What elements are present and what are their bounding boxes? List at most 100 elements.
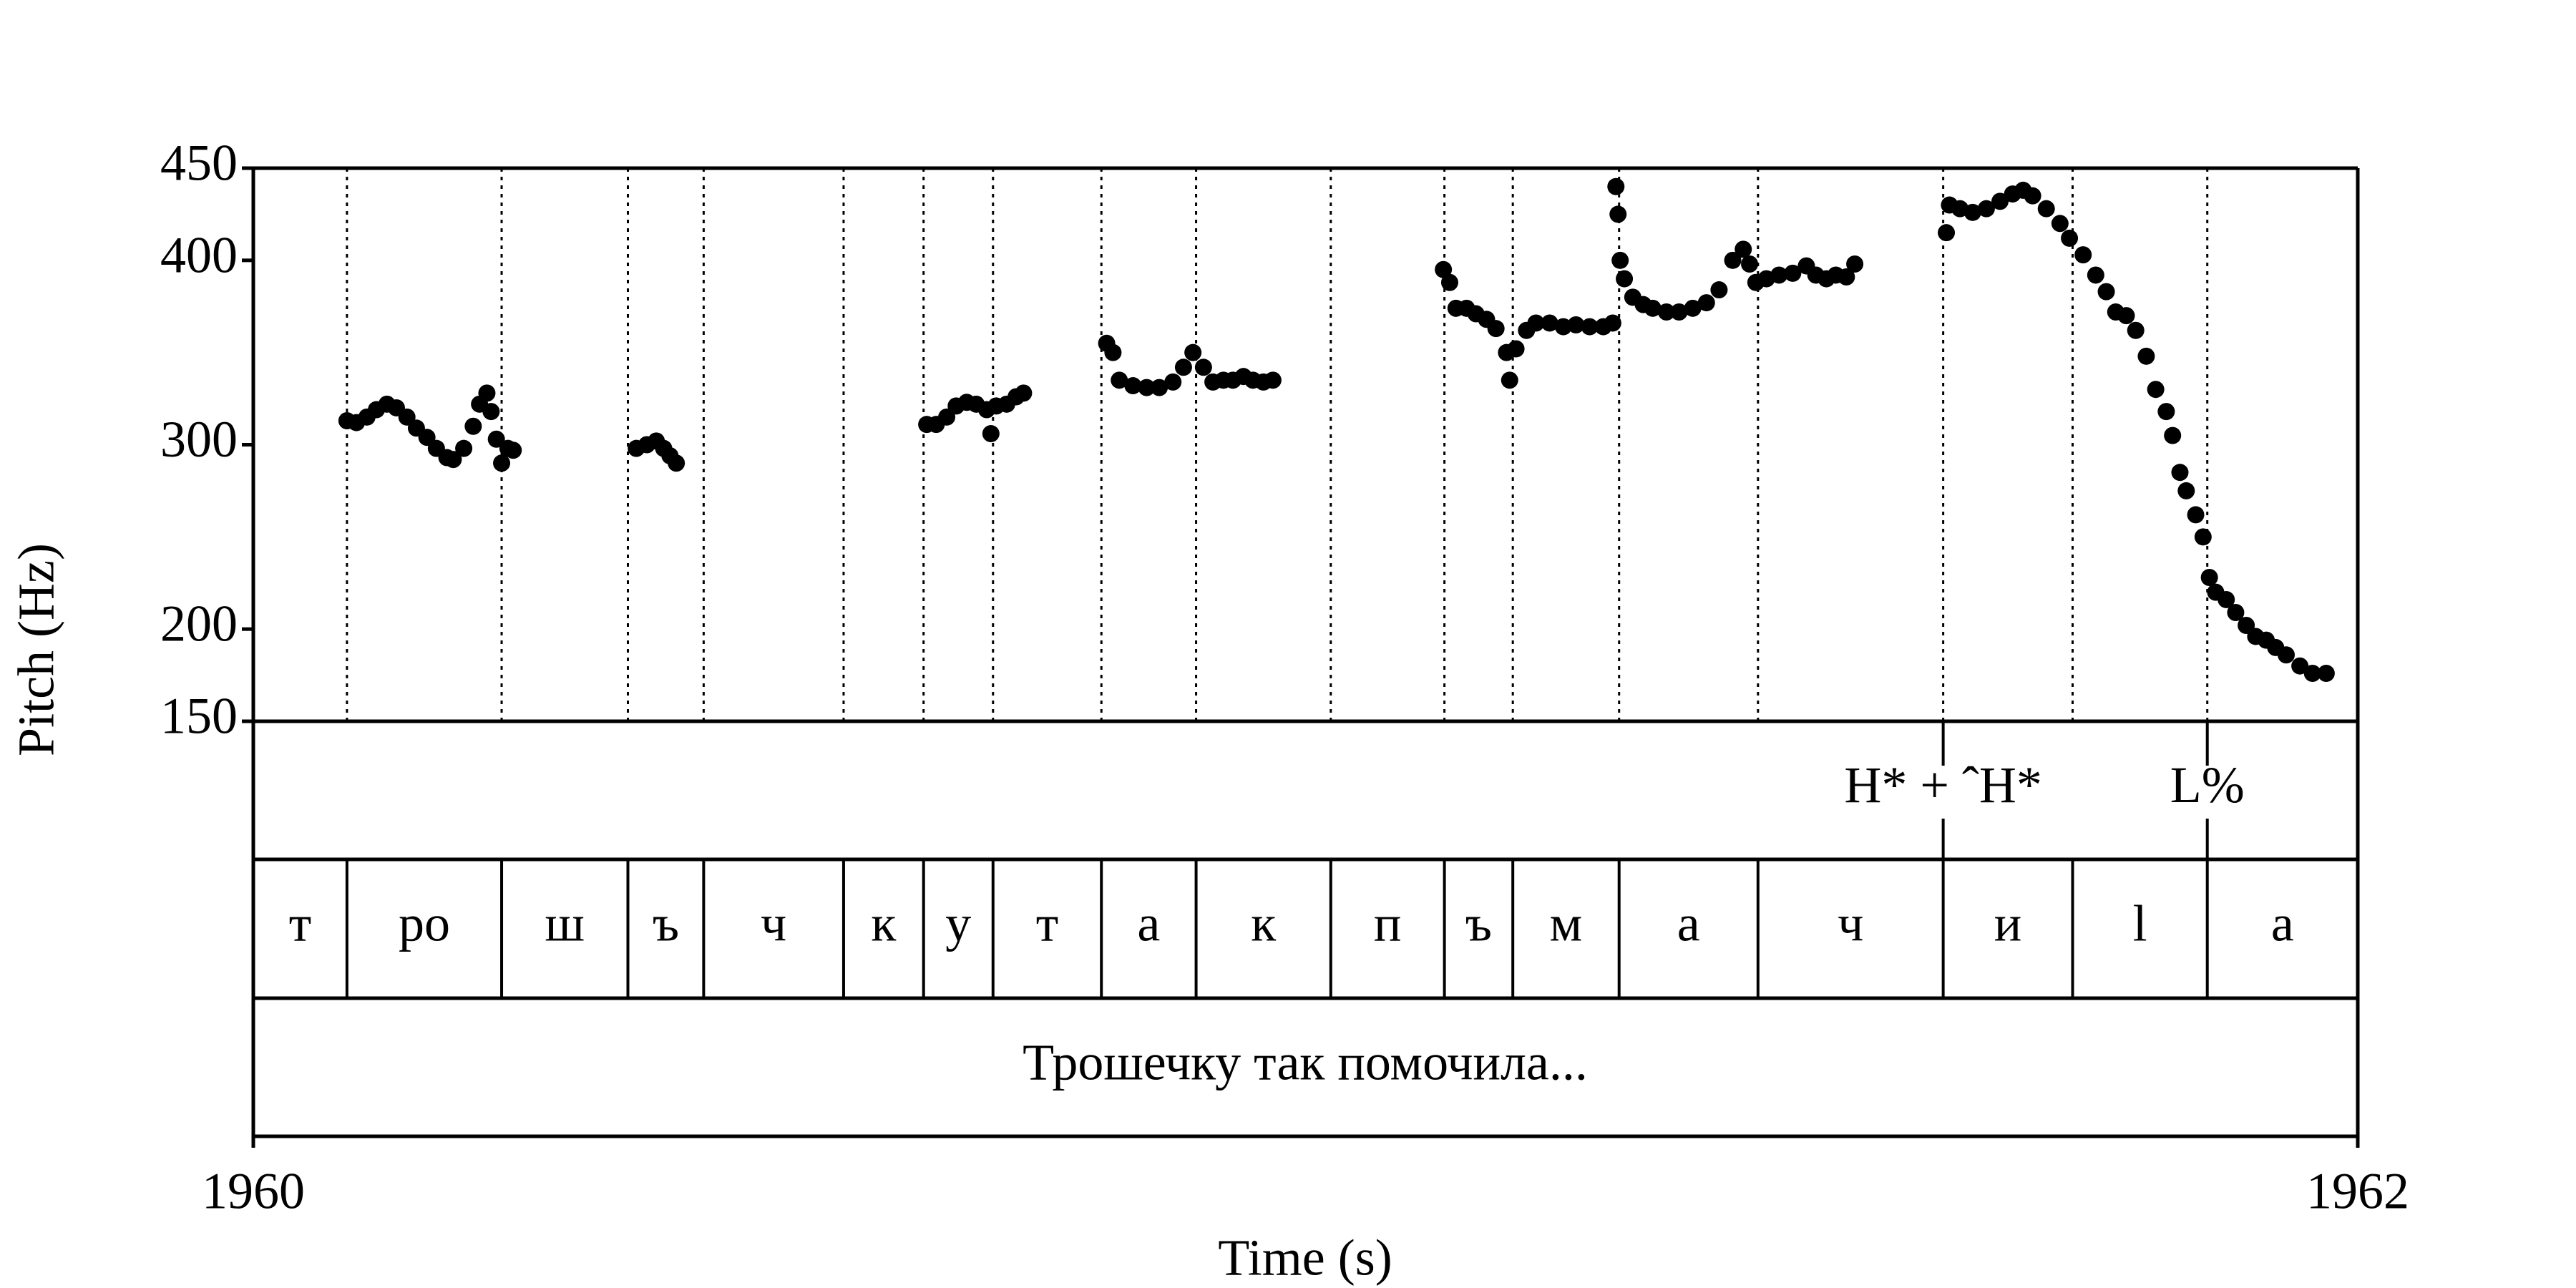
pitch-point (504, 441, 522, 459)
segment-label: у (945, 895, 971, 952)
pitch-point (2117, 307, 2135, 325)
pitch-point (1111, 371, 1128, 389)
segment-label: ч (761, 895, 786, 952)
pitch-point (2051, 215, 2069, 233)
segment-label: и (1994, 895, 2022, 952)
x-tick-label: 1962 (2306, 1163, 2409, 1220)
pitch-point (2164, 426, 2182, 444)
pitch-point (1015, 384, 1033, 402)
pitch-point (1616, 270, 1634, 288)
pitch-point (1435, 260, 1453, 278)
pitch-point (1151, 379, 1169, 396)
pitch-point (2137, 347, 2155, 365)
pitch-point (482, 403, 500, 421)
segment-label: т (289, 895, 311, 952)
pitch-point (2227, 603, 2245, 621)
pitch-point (2291, 657, 2309, 675)
segment-label: l (2133, 895, 2147, 952)
pitch-point (1164, 373, 1182, 391)
pitch-point (2177, 482, 2195, 499)
segment-label: к (871, 895, 897, 952)
segment-label: к (1251, 895, 1277, 952)
pitch-point (1838, 268, 1855, 286)
pitch-point (1735, 240, 1752, 258)
pitch-point (1741, 255, 1759, 273)
tone-label: L% (2170, 756, 2245, 814)
pitch-point (1124, 377, 1142, 395)
pitch-point (2317, 665, 2335, 683)
pitch-point (493, 454, 511, 472)
pitch-point (1657, 303, 1675, 321)
pitch-point (2037, 200, 2055, 218)
pitch-point (1527, 314, 1545, 332)
segment-label: а (1677, 895, 1700, 952)
pitch-point (1507, 340, 1525, 358)
pitch-point (2147, 381, 2165, 399)
tone-label: H* + ˆH* (1844, 756, 2042, 814)
pitch-point (2194, 528, 2212, 546)
pitch-point (2278, 646, 2296, 664)
pitch-point (2074, 246, 2092, 264)
pitch-point (1770, 266, 1788, 284)
pitch-point (1684, 299, 1702, 317)
pitch-point (1567, 316, 1585, 334)
pitch-point (1670, 303, 1688, 321)
pitch-point (2171, 464, 2189, 482)
segment-label: ро (399, 895, 450, 952)
segment-label: ч (1838, 895, 1863, 952)
y-tick-label: 150 (160, 688, 238, 745)
pitch-point (2061, 229, 2079, 247)
pitch-point (1264, 371, 1282, 389)
segment-label: т (1036, 895, 1058, 952)
pitch-point (1501, 371, 1518, 389)
pitch-point (2303, 665, 2321, 683)
pitch-point (1611, 251, 1629, 269)
segment-label: а (1137, 895, 1160, 952)
pitch-point (2187, 506, 2205, 524)
pitch-point (2127, 321, 2145, 339)
segment-label: а (2271, 895, 2294, 952)
pitch-point (1581, 318, 1599, 336)
pitch-point (1846, 255, 1864, 273)
pitch-point (2218, 590, 2235, 608)
y-axis-label: Pitch (Hz) (8, 543, 65, 756)
pitch-point (1938, 224, 1956, 242)
segment-label: ъ (653, 895, 679, 952)
y-tick-label: 200 (160, 595, 238, 653)
pitch-point (1710, 281, 1728, 299)
pitch-point (1724, 251, 1742, 269)
pitch-point (1609, 205, 1627, 223)
y-tick-label: 300 (160, 411, 238, 468)
pitch-point (982, 425, 1000, 443)
segment-label: м (1550, 895, 1583, 952)
pitch-point (1554, 318, 1572, 336)
pitch-point (444, 451, 462, 469)
pitch-point (1977, 200, 1995, 218)
segment-label: п (1374, 895, 1402, 952)
pitch-point (2024, 187, 2041, 205)
pitch-point (2157, 403, 2175, 421)
y-tick-label: 450 (160, 135, 238, 192)
pitch-point (2097, 283, 2115, 301)
pitch-point (1784, 264, 1802, 282)
pitch-point (1644, 299, 1662, 317)
y-tick-label: 400 (160, 226, 238, 283)
pitch-point (1184, 343, 1202, 361)
pitch-point (487, 430, 505, 448)
pitch-point (1991, 192, 2009, 210)
pitch-point (464, 417, 482, 435)
sentence: Трошечку так помочила... (1023, 1034, 1588, 1091)
pitch-point (1963, 203, 1981, 221)
pitch-point (1607, 177, 1625, 195)
segment-label: ш (545, 895, 585, 952)
pitch-point (1697, 294, 1715, 312)
pitch-point (1604, 314, 1621, 332)
pitch-point (1174, 358, 1192, 376)
pitch-point (478, 384, 496, 402)
pitch-point (2200, 569, 2218, 587)
pitch-point (455, 439, 473, 457)
pitch-point (1104, 343, 1122, 361)
pitch-point (1138, 379, 1156, 396)
